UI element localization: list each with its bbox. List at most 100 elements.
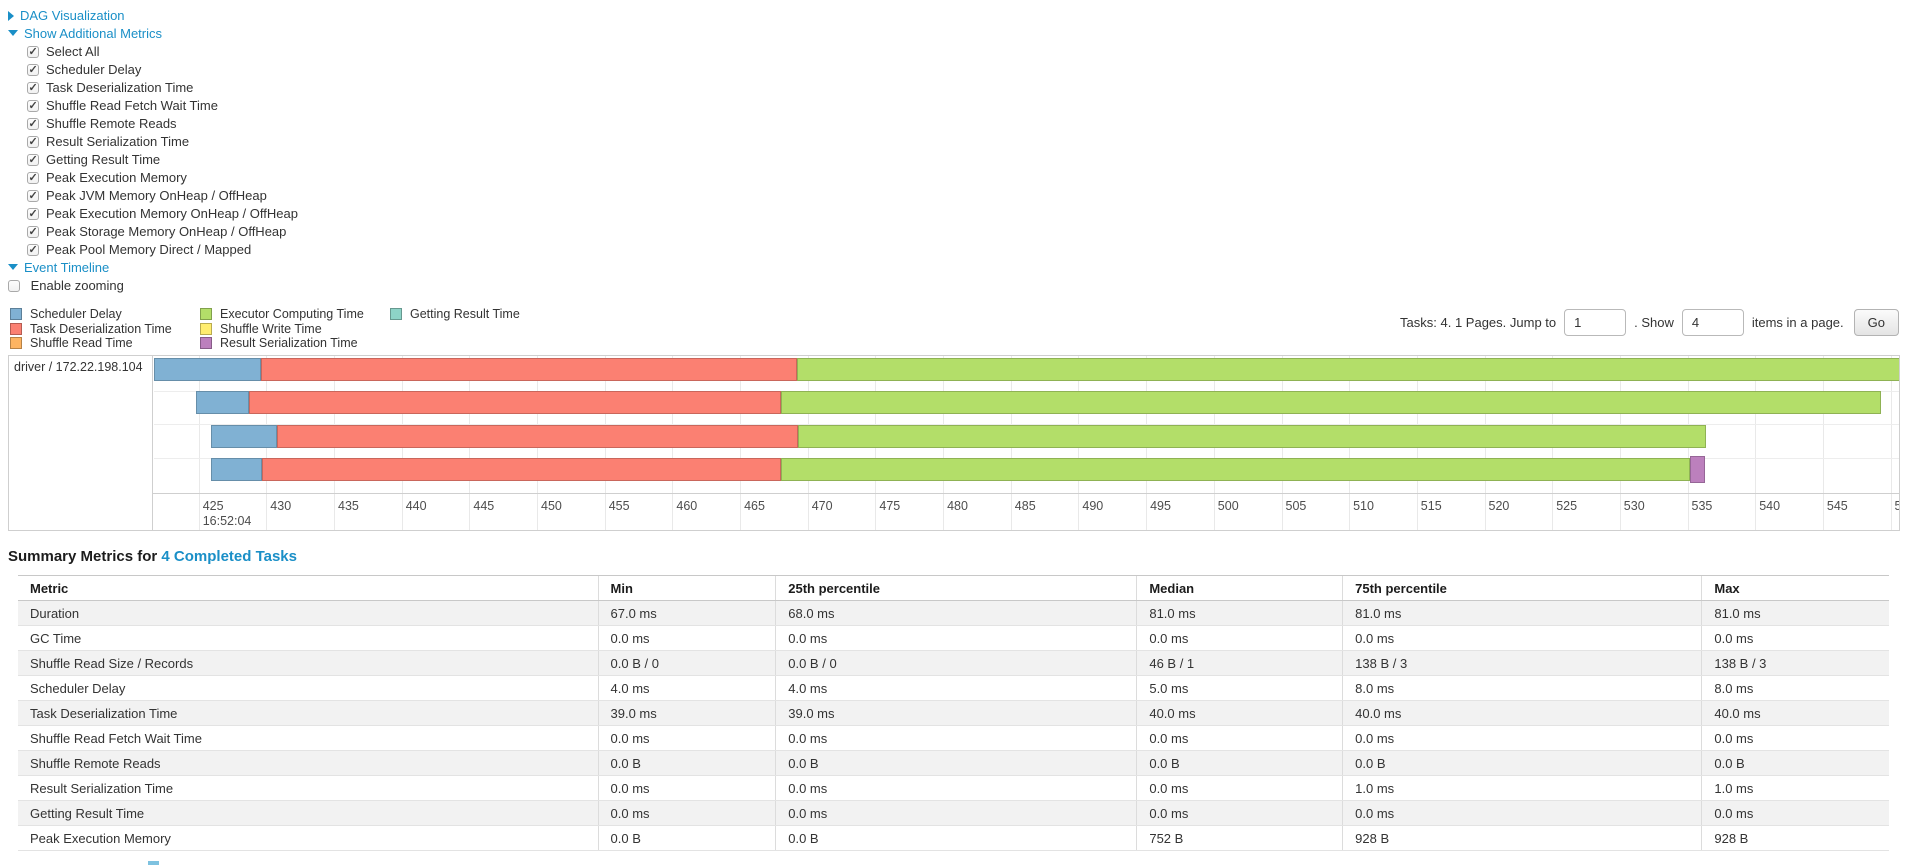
items-per-page-input[interactable] (1681, 309, 1744, 336)
task-segment-task-deserialization[interactable] (248, 391, 781, 415)
metric-checkbox[interactable] (27, 153, 39, 166)
event-timeline-link[interactable]: Event Timeline (24, 260, 110, 275)
metric-checkbox-item: Peak Execution Memory OnHeap / OffHeap (27, 205, 1907, 223)
metric-checkbox-label: Peak Storage Memory OnHeap / OffHeap (46, 224, 287, 239)
legend-item: Executor Computing Time (200, 307, 390, 322)
collapse-arrow-icon (8, 30, 18, 36)
event-timeline-chart[interactable]: driver / 172.22.198.104 425 430 435 440 445 4… (8, 355, 1900, 531)
metric-checkbox[interactable] (27, 117, 39, 130)
column-header: Min (597, 575, 776, 601)
metric-name-cell: Peak Execution Memory (18, 825, 599, 851)
metric-value-cell: 0.0 ms (775, 775, 1137, 801)
task-segment-executor-computing[interactable] (780, 457, 1691, 481)
legend-label: Shuffle Read Time (30, 336, 133, 351)
axis-tick-label: 480 (947, 499, 968, 513)
table-row: Duration 67.0 ms 68.0 ms 81.0 ms 81.0 ms 81.0… (18, 600, 1889, 626)
metric-value-cell: 928 B (1701, 825, 1889, 851)
metric-value-cell: 0.0 ms (1136, 775, 1343, 801)
completed-tasks-link[interactable]: 4 Completed Tasks (161, 548, 297, 565)
legend-item: Scheduler Delay (10, 307, 200, 322)
metric-checkbox-label: Getting Result Time (46, 152, 161, 167)
metric-checkbox-item: Select All (27, 43, 1907, 61)
table-row: Shuffle Remote Reads 0.0 B 0.0 B 0.0 B 0.0 B… (18, 750, 1889, 776)
dag-visualization-toggle[interactable]: DAG Visualization (0, 7, 1907, 25)
metric-checkbox-item: Peak Execution Memory (27, 169, 1907, 187)
axis-tick-label: 535 (1691, 499, 1713, 513)
collapse-arrow-icon (8, 264, 18, 270)
timeline-task-bar[interactable] (196, 391, 1882, 415)
task-segment-executor-computing[interactable] (798, 424, 1707, 448)
legend-swatch-icon (390, 308, 402, 321)
axis-start-time-label: 16:52:04 (202, 514, 252, 528)
metric-value-cell: 81.0 ms (1701, 600, 1889, 626)
axis-tick-label: 485 (1014, 499, 1036, 513)
metric-checkbox[interactable] (27, 207, 39, 220)
legend-swatch-icon (10, 308, 22, 321)
axis-gridline (198, 356, 200, 530)
metric-value-cell: 40.0 ms (1701, 700, 1889, 726)
legend-label: Shuffle Write Time (220, 321, 322, 336)
jump-to-page-input[interactable] (1564, 309, 1627, 336)
metric-name-cell: Result Serialization Time (18, 775, 599, 801)
metric-value-cell: 0.0 ms (597, 800, 776, 826)
task-segment-task-deserialization[interactable] (262, 457, 781, 481)
metric-checkbox-label: Result Serialization Time (46, 134, 190, 149)
task-segment-scheduler-delay[interactable] (196, 391, 249, 415)
show-additional-metrics-link[interactable]: Show Additional Metrics (24, 26, 163, 41)
enable-zooming-checkbox[interactable] (8, 280, 20, 292)
pagination-summary: Tasks: 4. 1 Pages. Jump to (1400, 315, 1557, 330)
metric-checkbox-item: Getting Result Time (27, 151, 1907, 169)
metric-name-cell: Duration (18, 600, 599, 626)
metric-value-cell: 0.0 ms (1701, 800, 1889, 826)
task-segment-scheduler-delay[interactable] (210, 424, 278, 448)
legend-label: Executor Computing Time (220, 307, 364, 322)
task-segment-scheduler-delay[interactable] (154, 358, 261, 381)
legend-item: Shuffle Read Time (10, 336, 200, 351)
metric-value-cell: 40.0 ms (1136, 700, 1343, 726)
metric-checkbox[interactable] (27, 45, 39, 58)
task-segment-scheduler-delay[interactable] (210, 457, 263, 481)
metric-value-cell: 0.0 B (597, 750, 776, 776)
metric-value-cell: 40.0 ms (1342, 700, 1702, 726)
axis-tick-label: 455 (608, 499, 630, 513)
task-segment-result-serialization[interactable] (1690, 455, 1706, 483)
metric-value-cell: 5.0 ms (1136, 675, 1343, 701)
metric-checkbox[interactable] (27, 63, 39, 76)
metric-name-cell: Shuffle Read Size / Records (18, 650, 599, 676)
metric-checkbox[interactable] (27, 99, 39, 112)
legend-item: Task Deserialization Time (10, 322, 200, 337)
metric-value-cell: 0.0 ms (1342, 625, 1702, 651)
metric-checkbox[interactable] (27, 81, 39, 94)
metric-checkbox[interactable] (27, 225, 39, 238)
metric-checkbox[interactable] (27, 135, 39, 148)
legend-label: Getting Result Time (410, 307, 520, 322)
timeline-header: Scheduler Delay Task Deserialization Time… (8, 307, 1899, 351)
go-button[interactable]: Go (1853, 309, 1899, 336)
table-row: Getting Result Time 0.0 ms 0.0 ms 0.0 ms 0.0… (18, 800, 1889, 826)
timeline-task-bar[interactable] (210, 424, 1707, 448)
table-header-row: Metric Min 25th percentile Median 75th perce… (18, 575, 1889, 601)
show-additional-metrics-toggle[interactable]: Show Additional Metrics (0, 25, 1907, 43)
metric-value-cell: 0.0 B / 0 (597, 650, 776, 676)
task-segment-executor-computing[interactable] (796, 358, 1899, 381)
metric-checkbox[interactable] (27, 171, 39, 184)
metric-value-cell: 0.0 ms (1136, 800, 1343, 826)
metric-value-cell: 4.0 ms (775, 675, 1137, 701)
axis-tick-label: 505 (1285, 499, 1307, 513)
event-timeline-toggle[interactable]: Event Timeline (0, 259, 1907, 277)
task-segment-task-deserialization[interactable] (260, 358, 797, 381)
metric-checkbox[interactable] (27, 189, 39, 202)
legend-item: Getting Result Time (390, 307, 520, 322)
metric-checkbox[interactable] (27, 243, 39, 256)
task-segment-task-deserialization[interactable] (277, 424, 799, 448)
metric-checkbox-item: Task Deserialization Time (27, 79, 1907, 97)
column-header: 25th percentile (775, 575, 1137, 601)
timeline-task-bar[interactable] (154, 358, 1899, 381)
metric-value-cell: 0.0 ms (775, 625, 1137, 651)
metric-name-cell: Shuffle Read Fetch Wait Time (18, 725, 599, 751)
task-segment-executor-computing[interactable] (780, 391, 1882, 415)
metric-value-cell: 0.0 B (1342, 750, 1702, 776)
dag-visualization-link[interactable]: DAG Visualization (20, 8, 125, 23)
timeline-task-bar[interactable] (210, 455, 1706, 483)
